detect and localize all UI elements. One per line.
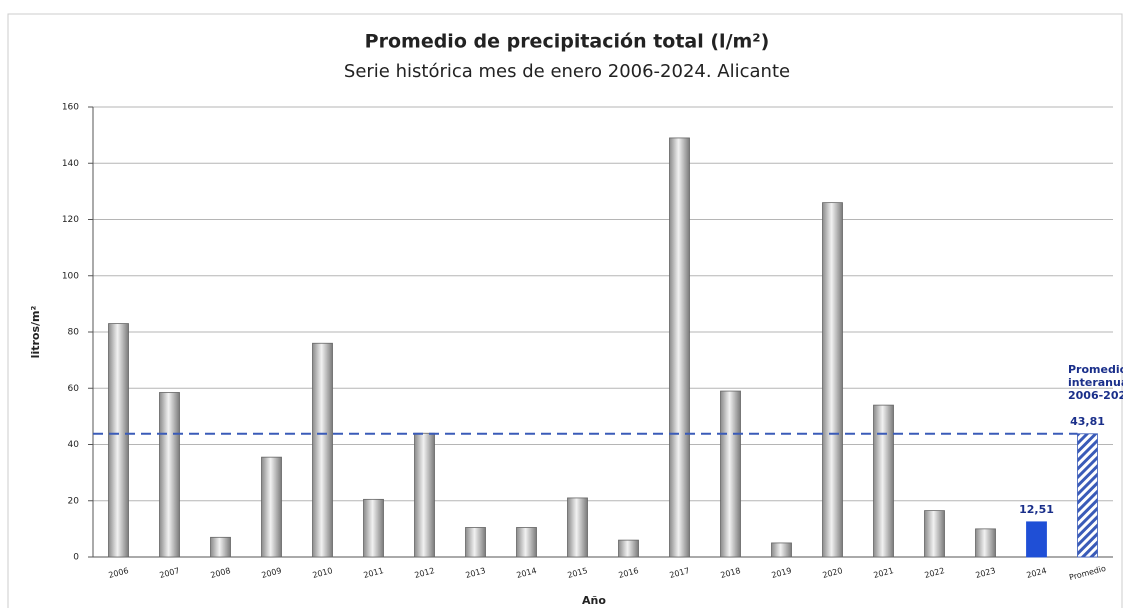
x-tick-label: 2007 — [159, 566, 181, 580]
bar — [1026, 521, 1047, 558]
y-tick-label: 120 — [62, 215, 79, 225]
bar — [720, 390, 741, 558]
x-tick-label: 2017 — [669, 566, 691, 580]
bar — [159, 392, 180, 558]
chart-title: Promedio de precipitación total (l/m²) — [365, 31, 770, 53]
x-tick-label: 2018 — [720, 566, 742, 580]
x-tick-label: 2010 — [312, 566, 334, 580]
bar — [771, 542, 792, 558]
annotation: Promedio — [1068, 363, 1123, 376]
annotation: interanual — [1068, 376, 1123, 389]
y-tick-label: 160 — [62, 103, 79, 113]
value-label: 12,51 — [1019, 503, 1054, 516]
y-tick-label: 100 — [62, 271, 79, 281]
bar — [567, 497, 588, 558]
value-label: 43,81 — [1070, 415, 1105, 428]
x-tick-label: 2011 — [363, 566, 385, 580]
x-tick-label: 2020 — [822, 566, 844, 580]
x-tick-label: 2006 — [108, 566, 130, 580]
x-tick-label: 2023 — [975, 566, 997, 580]
x-axis-label: Año — [582, 594, 606, 607]
bar — [924, 510, 945, 558]
y-tick-label: 80 — [68, 328, 80, 338]
chart-subtitle: Serie histórica mes de enero 2006-2024. … — [344, 61, 790, 82]
bar — [873, 404, 894, 558]
bar — [108, 323, 129, 558]
annotation: 2006-2023 — [1068, 389, 1123, 402]
x-tick-label: 2008 — [210, 566, 232, 580]
bar — [975, 528, 996, 558]
y-tick-label: 140 — [62, 159, 79, 169]
y-tick-label: 60 — [68, 384, 80, 394]
x-tick-label: Promedio — [1068, 564, 1107, 582]
x-tick-label: 2009 — [261, 566, 283, 580]
y-tick-label: 40 — [68, 440, 80, 450]
x-tick-label: 2021 — [873, 566, 895, 580]
bar — [516, 527, 537, 558]
x-tick-label: 2019 — [771, 566, 793, 580]
x-tick-label: 2013 — [465, 566, 487, 580]
bar — [465, 527, 486, 558]
x-tick-label: 2012 — [414, 566, 436, 580]
bar — [261, 456, 282, 558]
y-tick-label: 20 — [68, 496, 80, 506]
frame — [7, 13, 1123, 608]
bar — [822, 202, 843, 558]
x-tick-label: 2024 — [1026, 566, 1048, 580]
y-tick-label: 0 — [73, 553, 79, 563]
bar — [669, 137, 690, 558]
bar — [414, 432, 435, 558]
bar — [312, 342, 333, 558]
x-tick-label: 2014 — [516, 566, 538, 580]
bar — [363, 498, 384, 558]
bar — [1077, 433, 1098, 558]
y-axis-label: litros/m² — [29, 306, 42, 359]
bar — [618, 539, 639, 558]
x-tick-label: 2016 — [618, 566, 640, 580]
x-tick-label: 2022 — [924, 566, 946, 580]
x-tick-label: 2015 — [567, 566, 589, 580]
bar — [210, 536, 231, 558]
